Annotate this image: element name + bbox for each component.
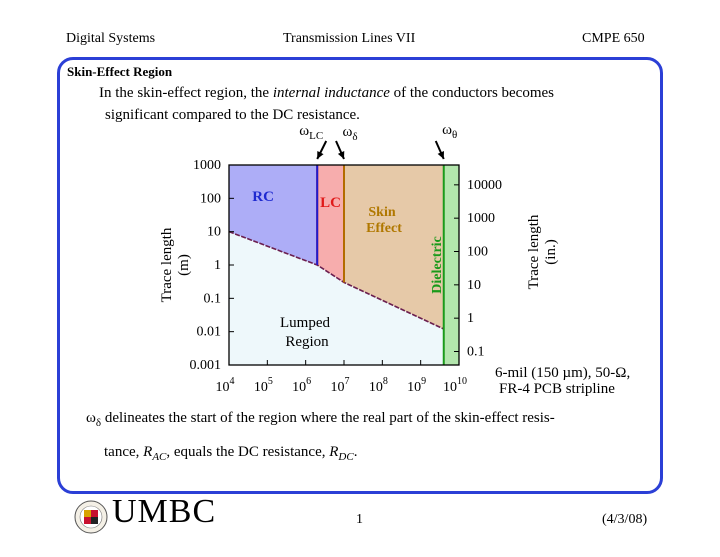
- x-tick-base: 10: [254, 380, 268, 395]
- marker-arrow-head: [337, 151, 345, 159]
- x-tick-label: 104: [216, 376, 235, 395]
- page-number: 1: [356, 512, 363, 527]
- region-label-lumped: Lumped: [280, 315, 330, 331]
- x-tick-base: 10: [331, 380, 345, 395]
- lumped-region-area: [229, 231, 459, 365]
- header-center: Transmission Lines VII: [283, 31, 416, 46]
- left-tick-label: 1000: [193, 158, 221, 173]
- right-tick-label: 1000: [467, 211, 495, 226]
- marker-arrow-head: [317, 151, 324, 159]
- region-skin-effect-area: [344, 165, 444, 330]
- note-text2c: .: [353, 444, 358, 460]
- marker-omega-symbol: ω: [299, 123, 309, 139]
- x-tick-exponent: 8: [383, 376, 388, 387]
- x-tick-base: 10: [407, 380, 421, 395]
- header-left: Digital Systems: [66, 31, 156, 46]
- intro-paragraph: In the skin-effect region, the internal …: [99, 82, 654, 126]
- intro-line2: significant compared to the DC resistanc…: [105, 107, 360, 123]
- note-omega-sub: δ: [95, 417, 102, 429]
- region-label-dielectric: Dielectric: [430, 236, 445, 294]
- marker-omega-symbol: ω: [442, 122, 452, 138]
- x-tick-exponent: 6: [306, 376, 311, 387]
- right-tick-label: 0.1: [467, 345, 485, 360]
- lumped-boundary-line: [228, 230, 445, 330]
- right-tick-label: 100: [467, 245, 488, 260]
- x-tick-label: 105: [254, 376, 273, 395]
- stripline-note-line2: FR-4 PCB stripline: [499, 381, 615, 397]
- x-tick-base: 10: [369, 380, 383, 395]
- region-label-skin: Skin: [368, 205, 395, 220]
- note-rac-sub: AC: [152, 451, 167, 463]
- stripline-note-line1: 6-mil (150 µm), 50-Ω,: [495, 365, 630, 381]
- region-label-lc: LC: [320, 195, 341, 211]
- marker-omega-θ: ωθ: [442, 122, 457, 141]
- x-tick-exponent: 7: [345, 376, 350, 387]
- marker-omega-lc: ωLC: [299, 123, 323, 142]
- left-tick-label: 10: [207, 225, 221, 240]
- note-rdc-sub: DC: [338, 451, 354, 463]
- content-frame: [57, 57, 663, 494]
- note-rac: R: [143, 444, 153, 460]
- university-seal-icon: [74, 500, 108, 534]
- right-axis-title-line1: Trace length: [526, 214, 542, 289]
- x-tick-exponent: 4: [230, 376, 235, 387]
- intro-emphasis: internal inductance: [272, 85, 390, 101]
- x-tick-exponent: 9: [421, 376, 426, 387]
- x-tick-base: 10: [443, 380, 457, 395]
- marker-omega-subscript: θ: [452, 129, 457, 141]
- right-tick-label: 10: [467, 278, 481, 293]
- note-text2a: tance,: [104, 444, 144, 460]
- x-tick-exponent: 10: [457, 376, 467, 387]
- note-omega: ω: [86, 410, 96, 426]
- right-tick-label: 1: [467, 311, 474, 326]
- intro-text-after: of the conductors becomes: [389, 85, 555, 101]
- footer-date: (4/3/08): [602, 512, 648, 527]
- marker-omega-subscript: LC: [309, 130, 323, 142]
- region-label-rc: RC: [252, 189, 274, 205]
- left-tick-label: 1: [214, 258, 221, 273]
- x-tick-label: 107: [331, 376, 350, 395]
- region-dielectric-area: [443, 165, 459, 365]
- right-tick-label: 10000: [467, 178, 502, 193]
- note-line2: tance, RAC, equals the DC resistance, RD…: [86, 438, 661, 472]
- footnote-paragraph: ωδ delineates the start of the region wh…: [86, 404, 661, 472]
- right-axis-title-line2: (in.): [543, 239, 559, 264]
- note-text2b: , equals the DC resistance,: [166, 444, 330, 460]
- left-tick-label: 100: [200, 191, 221, 206]
- left-axis-title-line2: (m): [176, 254, 192, 276]
- section-title: Skin-Effect Region: [67, 64, 173, 79]
- x-tick-label: 1010: [443, 376, 467, 395]
- note-text1: delineates the start of the region where…: [101, 410, 555, 426]
- note-rdc: R: [329, 444, 339, 460]
- marker-omega-δ: ωδ: [342, 124, 357, 143]
- marker-omega-subscript: δ: [352, 131, 357, 143]
- x-tick-label: 108: [369, 376, 388, 395]
- x-tick-base: 10: [216, 380, 230, 395]
- region-lc-area: [317, 165, 344, 283]
- x-tick-exponent: 5: [268, 376, 273, 387]
- marker-arrow-head: [437, 151, 444, 159]
- left-axis-title-line1: Trace length: [159, 227, 175, 302]
- x-tick-base: 10: [292, 380, 306, 395]
- x-tick-label: 109: [407, 376, 426, 395]
- header-right: CMPE 650: [582, 31, 645, 46]
- left-tick-label: 0.001: [190, 358, 222, 373]
- left-tick-label: 0.01: [197, 325, 222, 340]
- region-label-region: Region: [285, 334, 329, 350]
- region-label-effect: Effect: [366, 221, 402, 236]
- umbc-logo-text: UMBC: [112, 493, 217, 530]
- x-tick-label: 106: [292, 376, 311, 395]
- intro-text-before: In the skin-effect region, the: [99, 85, 273, 101]
- marker-omega-symbol: ω: [342, 124, 352, 140]
- left-tick-label: 0.1: [204, 291, 222, 306]
